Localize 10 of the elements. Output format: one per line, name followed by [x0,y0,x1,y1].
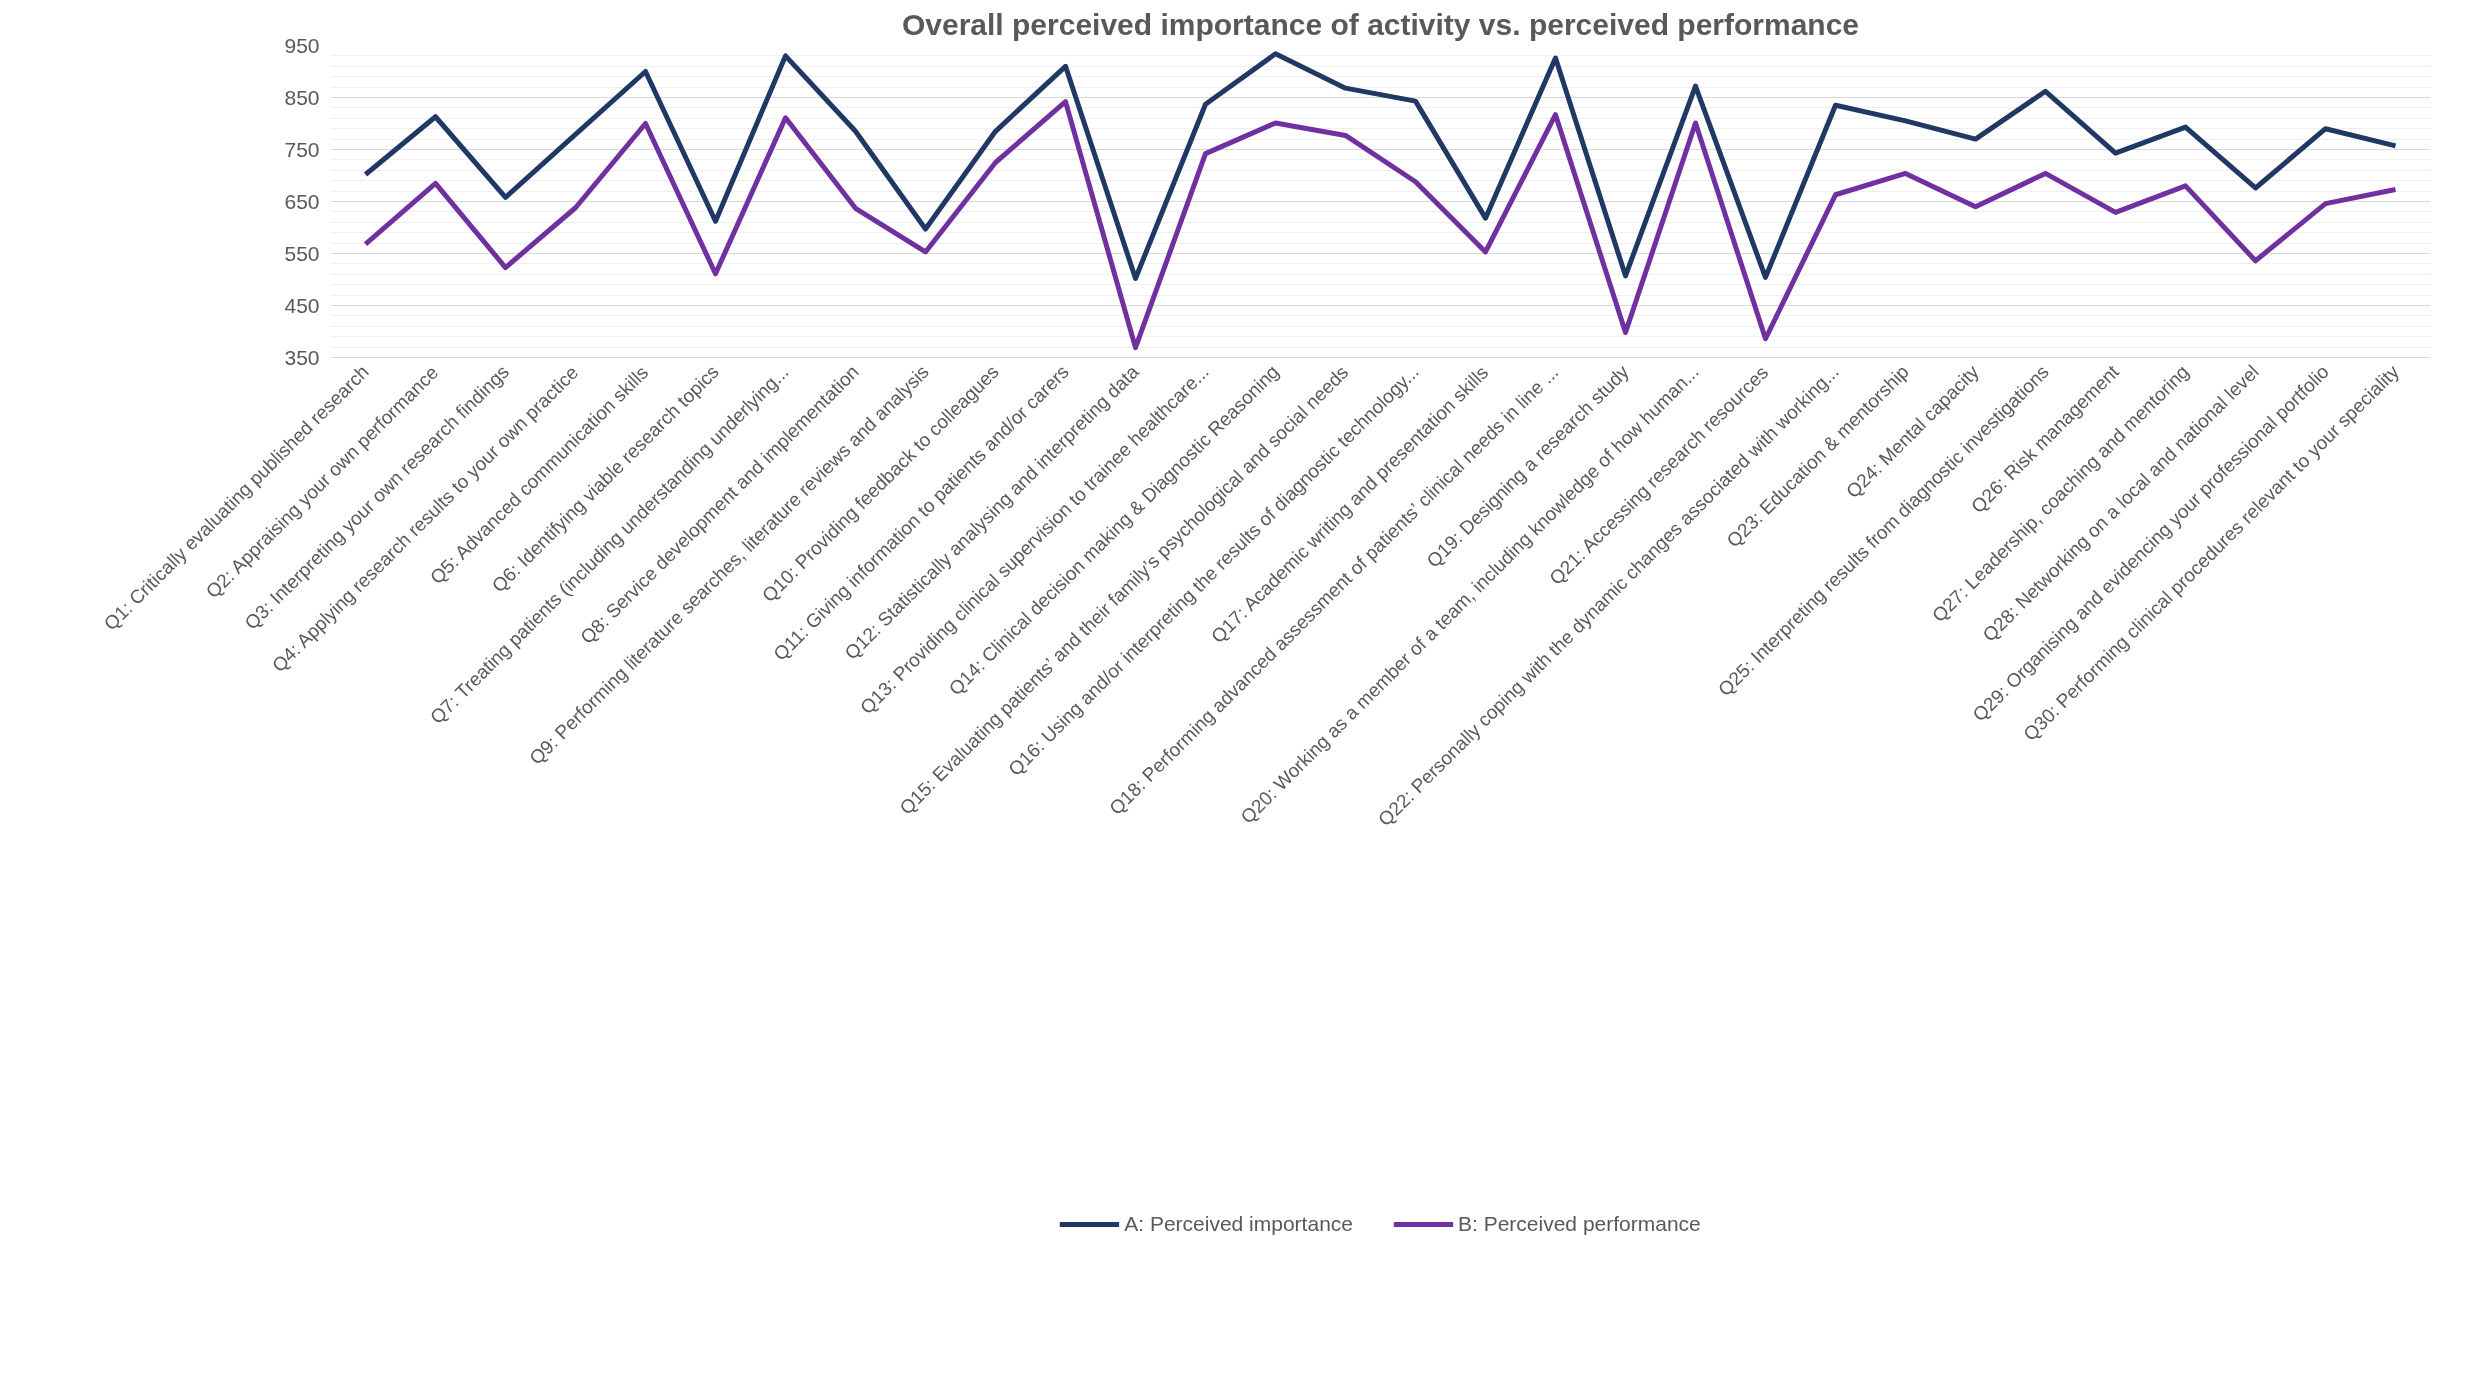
y-tick-label: 650 [284,189,320,213]
chart-title: Overall perceived importance of activity vs. perceived performance [901,7,1860,41]
y-tick-label: 950 [284,33,320,57]
legend-label: A: Perceived importance [1124,1212,1353,1236]
y-tick-label: 750 [284,137,320,161]
y-tick-label: 850 [284,85,320,109]
legend-label: B: Perceived performance [1457,1212,1701,1236]
y-tick-label: 450 [284,293,320,317]
y-tick-label: 350 [284,345,320,369]
y-tick-label: 550 [284,241,320,265]
